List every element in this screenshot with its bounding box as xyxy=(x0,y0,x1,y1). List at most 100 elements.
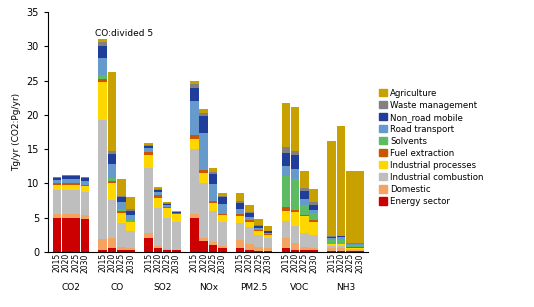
Bar xyxy=(355,247,364,248)
Bar xyxy=(235,223,245,240)
Bar xyxy=(72,185,80,190)
Bar xyxy=(218,197,226,204)
Legend: Agriculture, Waste management, Non_road mobile, Road transport, Solvents, Fuel e: Agriculture, Waste management, Non_road … xyxy=(378,88,484,207)
Bar xyxy=(163,251,171,252)
Bar xyxy=(98,46,107,58)
Bar xyxy=(245,222,254,227)
Bar xyxy=(72,176,80,177)
Bar xyxy=(72,183,80,185)
Bar xyxy=(163,202,171,203)
Bar xyxy=(355,244,364,245)
Text: SO2: SO2 xyxy=(153,282,171,292)
Bar xyxy=(127,220,135,222)
Bar xyxy=(144,168,153,233)
Bar xyxy=(190,84,199,87)
Bar xyxy=(144,238,153,252)
Bar xyxy=(62,214,70,218)
Bar xyxy=(209,242,217,245)
Bar xyxy=(209,168,217,172)
Bar xyxy=(172,213,181,214)
Bar xyxy=(190,149,199,214)
Bar xyxy=(254,231,263,235)
Bar xyxy=(81,192,89,216)
Bar xyxy=(355,248,364,249)
Bar xyxy=(108,248,116,252)
Bar xyxy=(163,208,171,218)
Bar xyxy=(254,247,263,251)
Bar xyxy=(108,200,116,238)
Bar xyxy=(281,177,290,207)
Bar xyxy=(199,170,208,173)
Text: CO2: CO2 xyxy=(61,282,81,292)
Bar xyxy=(199,242,208,252)
Bar xyxy=(127,251,135,252)
Bar xyxy=(245,250,254,252)
Bar xyxy=(108,154,116,164)
Bar xyxy=(81,185,89,186)
Bar xyxy=(218,193,226,196)
Bar xyxy=(154,192,162,195)
Bar xyxy=(336,246,345,248)
Text: VOC: VOC xyxy=(290,282,309,292)
Bar xyxy=(281,166,290,177)
Bar xyxy=(346,171,355,243)
Bar xyxy=(218,214,226,216)
Bar xyxy=(163,207,171,208)
Bar xyxy=(264,238,272,248)
Bar xyxy=(72,218,80,252)
Bar xyxy=(72,190,80,214)
Bar xyxy=(254,228,263,230)
Bar xyxy=(108,181,116,183)
Bar xyxy=(81,186,89,192)
Bar xyxy=(300,251,309,252)
Bar xyxy=(264,235,272,238)
Bar xyxy=(235,193,245,201)
Bar xyxy=(144,146,153,148)
Bar xyxy=(190,81,199,84)
Bar xyxy=(346,245,355,247)
Bar xyxy=(281,207,290,211)
Bar xyxy=(291,210,300,212)
Bar xyxy=(327,238,336,240)
Bar xyxy=(172,250,181,251)
Bar xyxy=(53,183,61,185)
Bar xyxy=(346,250,355,251)
Bar xyxy=(144,152,153,155)
Bar xyxy=(346,248,355,249)
Bar xyxy=(346,243,355,244)
Bar xyxy=(327,246,336,248)
Bar xyxy=(209,184,217,201)
Bar xyxy=(81,177,89,178)
Bar xyxy=(300,216,309,233)
Bar xyxy=(53,180,61,183)
Bar xyxy=(281,248,290,252)
Bar xyxy=(117,213,125,223)
Bar xyxy=(127,248,135,251)
Bar xyxy=(291,107,300,151)
Bar xyxy=(108,238,116,248)
Bar xyxy=(172,222,181,250)
Bar xyxy=(245,212,254,213)
Bar xyxy=(310,248,318,251)
Bar xyxy=(72,179,80,183)
Bar xyxy=(154,188,162,189)
Bar xyxy=(218,196,226,197)
Bar xyxy=(235,209,245,214)
Bar xyxy=(127,222,135,231)
Bar xyxy=(199,173,208,183)
Bar xyxy=(209,212,217,242)
Bar xyxy=(310,189,318,203)
Bar xyxy=(108,164,116,178)
Bar xyxy=(254,226,263,228)
Bar xyxy=(209,174,217,184)
Bar xyxy=(199,116,208,133)
Bar xyxy=(327,248,336,251)
Bar xyxy=(117,247,125,251)
Bar xyxy=(355,245,364,247)
Bar xyxy=(245,244,254,250)
Bar xyxy=(336,243,345,244)
Bar xyxy=(172,212,181,213)
Bar xyxy=(154,189,162,190)
Bar xyxy=(154,248,162,252)
Bar xyxy=(291,250,300,252)
